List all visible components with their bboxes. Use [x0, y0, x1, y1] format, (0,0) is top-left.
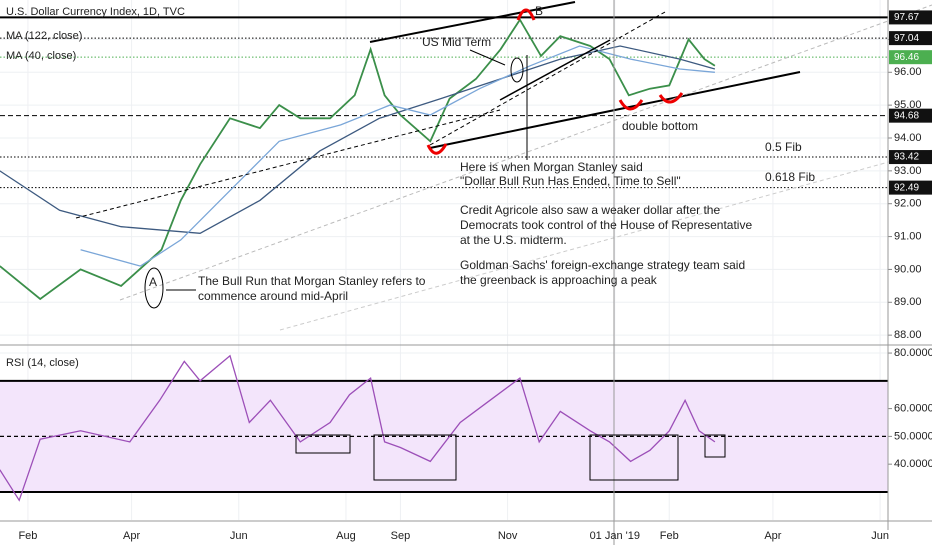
x-tick-label: Aug [336, 530, 356, 542]
y-tick-label: 95.00 [894, 99, 922, 111]
level-label: 94.68 [894, 110, 919, 121]
y-tick-label: 60.0000 [894, 403, 932, 415]
series-line [80, 45, 715, 267]
annotation: the greenback is approaching a peak [460, 273, 658, 287]
box [295, 434, 351, 454]
annotation: commence around mid-April [198, 289, 348, 303]
annotation: Goldman Sachs' foreign-exchange strategy… [460, 258, 745, 272]
annotation: double bottom [622, 119, 698, 133]
series-line [0, 17, 716, 301]
trend-line [499, 39, 611, 101]
pane-title: RSI (14, close) [6, 357, 79, 369]
trend-line [369, 1, 576, 43]
y-tick-label: 94.00 [894, 132, 922, 144]
plot-area [0, 0, 892, 520]
level-label: 96.46 [894, 52, 919, 63]
annotation: 0.618 Fib [765, 170, 815, 184]
legend-entry: MA (40, close) [6, 50, 76, 62]
y-tick-label: 96.00 [894, 66, 922, 78]
level-label-bg [889, 10, 932, 25]
level-label-bg [889, 180, 932, 195]
box [373, 434, 457, 481]
trend-line [119, 4, 932, 301]
box [589, 434, 679, 481]
y-tick-label: 91.00 [894, 230, 922, 242]
annotation: Credit Agricole also saw a weaker dollar… [460, 203, 720, 217]
annotation: Here is when Morgan Stanley said [460, 160, 643, 174]
trend-line [279, 149, 932, 331]
y-tick-label: 80.0000 [894, 347, 932, 359]
series-line [0, 45, 716, 234]
y-tick-label: 88.00 [894, 329, 922, 341]
trend-line [429, 71, 801, 149]
x-tick-label: Sep [391, 530, 411, 542]
level-label-bg [889, 108, 932, 123]
x-tick-label: Apr [123, 530, 140, 542]
bottom-marker [618, 99, 644, 111]
annotation: "Dollar Bull Run Has Ended, Time to Sell… [460, 174, 681, 188]
y-tick-label: 40.0000 [894, 458, 932, 470]
x-tick-label: Nov [498, 530, 518, 542]
annotation: The Bull Run that Morgan Stanley refers … [198, 274, 426, 288]
x-tick-label: Jun [871, 530, 889, 542]
top-marker [516, 8, 536, 21]
annotation: B [535, 4, 543, 18]
annotation: at the U.S. midterm. [460, 233, 567, 247]
y-tick-label: 89.00 [894, 296, 922, 308]
level-label-bg [889, 31, 932, 46]
box [704, 434, 726, 458]
x-tick-label: Apr [764, 530, 781, 542]
annotation: Democrats took control of the House of R… [460, 218, 752, 232]
x-tick-label: Jun [230, 530, 248, 542]
annotation: A [149, 275, 157, 289]
circle [144, 267, 164, 309]
level-label: 92.49 [894, 182, 919, 193]
circle [510, 57, 524, 83]
bottom-marker [658, 92, 684, 104]
legend-entry: MA (122, close) [6, 30, 82, 42]
bottom-marker [426, 143, 448, 155]
level-label-bg [889, 50, 932, 65]
series-line [0, 354, 716, 502]
x-tick-label: Feb [660, 530, 679, 542]
chart-title: U.S. Dollar Currency Index, 1D, TVC [6, 6, 185, 18]
arrow [469, 49, 506, 66]
x-tick-label: Feb [18, 530, 37, 542]
trend-line [75, 109, 501, 219]
x-tick-label: 01 Jan '19 [590, 530, 640, 542]
annotation: US Mid Term [422, 35, 491, 49]
level-label: 97.67 [894, 12, 919, 23]
annotation: 0.5 Fib [765, 140, 802, 154]
y-tick-label: 50.0000 [894, 430, 932, 442]
trend-line [429, 11, 666, 146]
y-tick-label: 93.00 [894, 165, 922, 177]
level-label-bg [889, 150, 932, 165]
y-tick-label: 92.00 [894, 198, 922, 210]
level-label: 97.04 [894, 33, 919, 44]
level-label: 93.42 [894, 152, 919, 163]
y-tick-label: 90.00 [894, 263, 922, 275]
annotations: US Mid Term Here is when Morgan Stanley … [149, 4, 815, 303]
